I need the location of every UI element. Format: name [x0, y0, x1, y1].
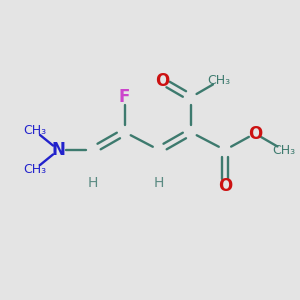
Text: O: O [155, 72, 169, 90]
Text: O: O [248, 124, 262, 142]
Text: F: F [119, 88, 130, 106]
Text: H: H [154, 176, 164, 190]
Text: CH₃: CH₃ [207, 74, 231, 88]
Text: CH₃: CH₃ [272, 143, 295, 157]
Text: O: O [218, 177, 232, 195]
Text: CH₃: CH₃ [23, 124, 46, 137]
Text: H: H [88, 176, 98, 190]
Text: N: N [52, 141, 65, 159]
Text: CH₃: CH₃ [23, 163, 46, 176]
